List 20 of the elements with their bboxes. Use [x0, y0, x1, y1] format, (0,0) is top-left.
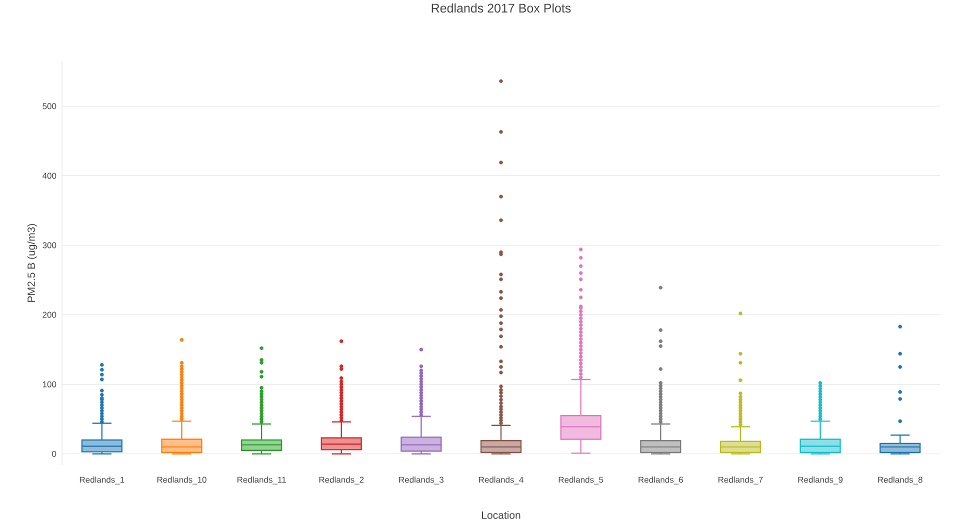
y-tick-label: 100 [42, 381, 56, 388]
y-tick-label: 0 [52, 450, 56, 457]
x-tick-label: Redlands_7 [718, 476, 763, 484]
x-tick-label: Redlands_11 [238, 476, 286, 484]
x-tick-label: Redlands_2 [319, 476, 364, 484]
x-tick-label: Redlands_6 [638, 476, 683, 484]
x-tick-label: Redlands_4 [479, 476, 524, 484]
x-tick-label: Redlands_10 [157, 476, 206, 484]
y-tick-label: 400 [42, 172, 56, 179]
x-axis-title: Location [482, 511, 520, 519]
x-tick-label: Redlands_9 [798, 476, 843, 484]
x-tick-label: Redlands_3 [399, 476, 444, 484]
y-tick-label: 200 [42, 312, 56, 318]
y-tick-label: 500 [42, 103, 56, 110]
y-tick-label: 300 [42, 242, 56, 248]
x-tick-label: Redlands_8 [878, 476, 922, 484]
x-tick-label: Redlands_5 [558, 476, 604, 484]
y-axis-title: PM2.5 B (ug/m3) [27, 224, 38, 302]
chart-title: Redlands 2017 Box Plots [432, 3, 571, 13]
x-tick-label: Redlands_1 [80, 476, 124, 484]
